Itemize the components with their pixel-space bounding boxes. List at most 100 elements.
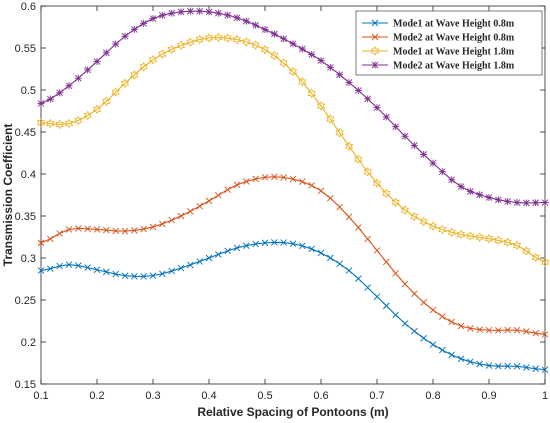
data-point-marker xyxy=(382,113,390,121)
data-point-marker xyxy=(373,293,381,300)
data-point-marker xyxy=(196,7,204,15)
data-point-marker xyxy=(121,272,129,279)
data-point-marker xyxy=(233,244,241,252)
data-point-marker xyxy=(298,45,306,53)
data-point-marker xyxy=(288,66,298,77)
data-point-marker xyxy=(541,366,549,374)
data-point-marker xyxy=(298,77,307,87)
data-point-marker xyxy=(429,159,437,167)
data-point-marker xyxy=(84,66,92,74)
data-point-marker xyxy=(531,252,540,263)
data-point-marker xyxy=(401,320,409,327)
data-point-marker xyxy=(243,242,250,249)
data-point-marker xyxy=(532,329,539,337)
data-point-marker xyxy=(84,225,91,233)
data-point-marker xyxy=(93,57,101,65)
x-tick-label: 0.8 xyxy=(425,390,440,402)
legend-label: Mode1 at Wave Height 1.8m xyxy=(393,47,515,58)
data-point-marker xyxy=(177,212,185,220)
data-point-marker xyxy=(131,273,138,280)
data-point-marker xyxy=(112,227,119,235)
data-point-marker xyxy=(383,258,390,266)
data-point-marker xyxy=(215,191,222,199)
data-point-marker xyxy=(419,216,428,227)
data-point-marker xyxy=(476,326,483,333)
data-point-marker xyxy=(364,284,371,291)
data-point-marker xyxy=(205,197,213,205)
data-point-marker xyxy=(400,205,410,215)
legend: Mode1 at Wave Height 0.8m Mode2 at Wave H… xyxy=(355,10,543,76)
data-point-marker xyxy=(336,203,343,211)
data-point-marker xyxy=(158,49,167,59)
data-point-marker xyxy=(355,275,362,282)
data-point-marker xyxy=(513,363,521,370)
data-point-marker xyxy=(120,78,130,89)
data-point-marker xyxy=(383,302,390,310)
data-point-marker xyxy=(224,11,232,19)
data-point-marker xyxy=(65,226,73,233)
data-point-marker xyxy=(47,265,54,272)
data-point-marker xyxy=(36,117,46,128)
data-point-marker xyxy=(187,207,194,215)
data-point-marker xyxy=(364,235,371,243)
legend-item: Mode1 at Wave Height 0.8m xyxy=(362,19,515,30)
data-point-marker xyxy=(260,44,270,55)
data-point-marker xyxy=(299,178,306,186)
data-point-marker xyxy=(429,341,437,348)
data-point-marker xyxy=(344,141,354,152)
y-tick-label: 0.35 xyxy=(15,211,36,223)
data-point-marker xyxy=(494,196,502,204)
series-3 xyxy=(36,32,550,268)
data-point-marker xyxy=(167,44,176,55)
x-tick-label: 0.2 xyxy=(89,390,104,402)
data-point-marker xyxy=(317,187,325,195)
data-point-marker xyxy=(140,225,147,233)
y-tick-label: 0.2 xyxy=(21,337,36,349)
data-point-marker xyxy=(93,266,101,274)
data-point-marker xyxy=(195,34,204,45)
data-point-marker xyxy=(74,115,83,126)
x-tick-label: 0.9 xyxy=(481,390,496,402)
series-1 xyxy=(37,239,549,374)
data-point-marker xyxy=(224,186,231,193)
data-point-marker xyxy=(513,326,521,334)
data-point-marker xyxy=(485,326,493,334)
data-point-marker xyxy=(242,17,250,25)
data-point-marker xyxy=(457,183,465,191)
data-point-marker xyxy=(504,326,511,334)
data-point-marker xyxy=(495,362,502,370)
data-point-marker xyxy=(484,233,494,244)
data-point-marker xyxy=(392,270,399,277)
data-point-marker xyxy=(232,34,242,45)
data-point-marker xyxy=(476,360,483,368)
data-point-marker xyxy=(485,362,493,369)
data-point-marker xyxy=(242,37,251,47)
data-point-marker xyxy=(37,267,45,274)
data-point-marker xyxy=(149,272,157,279)
data-point-marker xyxy=(64,118,74,129)
data-point-marker xyxy=(93,226,101,233)
data-point-marker xyxy=(158,11,166,19)
data-point-marker xyxy=(466,231,475,241)
data-point-marker xyxy=(37,99,45,107)
data-point-marker xyxy=(532,199,540,207)
data-point-marker xyxy=(428,221,438,231)
data-point-marker xyxy=(186,7,194,15)
data-point-marker xyxy=(345,213,353,221)
data-point-marker xyxy=(56,262,63,270)
data-point-marker xyxy=(252,175,259,183)
data-point-marker xyxy=(205,254,213,262)
data-point-marker xyxy=(83,110,92,121)
data-point-marker xyxy=(354,86,362,94)
data-point-marker xyxy=(494,235,503,246)
data-point-marker xyxy=(75,225,82,232)
data-point-marker xyxy=(373,247,381,254)
data-point-marker xyxy=(186,37,195,47)
data-point-marker xyxy=(280,239,287,246)
data-point-marker xyxy=(447,227,456,238)
data-point-marker xyxy=(224,247,231,255)
data-point-marker xyxy=(280,174,287,181)
data-point-marker xyxy=(429,306,437,314)
data-point-marker xyxy=(345,267,353,274)
y-axis-label: Transmission Coefficient xyxy=(1,124,15,267)
